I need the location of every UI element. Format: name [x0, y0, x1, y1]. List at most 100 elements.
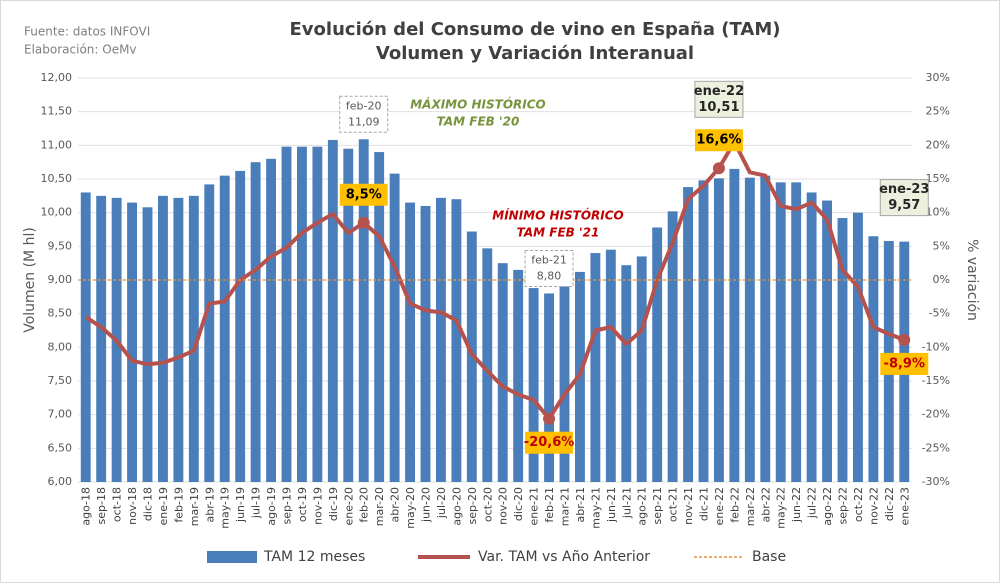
x-tick-label: sep-22	[837, 487, 850, 524]
x-tick-label: abr-22	[759, 487, 772, 523]
bar	[297, 146, 307, 482]
callout-month: ene-22	[694, 84, 744, 99]
y-tick-label: 7,50	[48, 374, 73, 387]
x-tick-label: nov-22	[867, 487, 880, 525]
x-tick-label: jul-20	[435, 487, 448, 519]
legend-label: TAM 12 meses	[263, 549, 365, 565]
bar	[590, 253, 601, 482]
line	[84, 140, 906, 421]
data-label: 8,5%	[346, 187, 382, 202]
y2-tick-label: 25%	[926, 105, 950, 118]
bar	[729, 168, 740, 482]
y2-tick-label: 0%	[933, 273, 950, 286]
bar	[744, 177, 755, 483]
source: Fuente: datos INFOVI	[24, 25, 150, 39]
bar	[482, 248, 493, 482]
data-label: 11,09	[348, 115, 380, 128]
x-tick-label: nov-20	[497, 487, 510, 525]
x-tick-label: sep-20	[466, 487, 479, 524]
x-tick-label: nov-18	[126, 487, 139, 525]
y-tick-label: 6,50	[48, 441, 73, 454]
x-tick-label: dic-20	[512, 487, 525, 521]
bar	[173, 197, 184, 482]
y2-tick-label: -20%	[922, 408, 950, 421]
bar	[497, 263, 508, 482]
bar	[204, 184, 215, 483]
data-label: 16,6%	[696, 133, 741, 148]
chart-title: Evolución del Consumo de vino en España …	[290, 19, 781, 40]
x-tick-label: ene-20	[342, 487, 355, 525]
y-tick-label: 9,50	[48, 239, 73, 252]
callout-box	[524, 249, 574, 287]
x-tick-label: nov-19	[311, 487, 324, 525]
y-tick-label: 9,00	[48, 273, 73, 286]
callout-box	[694, 80, 744, 118]
x-tick-label: ago-18	[80, 487, 93, 526]
bar	[544, 293, 554, 482]
bar	[158, 195, 168, 483]
y2-tick-label: -15%	[922, 374, 950, 387]
bar	[420, 205, 431, 482]
bar	[219, 175, 230, 482]
x-tick-label: mar-22	[744, 487, 757, 526]
label-box	[880, 352, 929, 375]
bar	[837, 218, 848, 482]
bar	[127, 202, 137, 483]
bar	[312, 146, 323, 482]
y2-axis-label: % variación	[964, 239, 980, 321]
y-axis-label: Volumen (M hl)	[22, 227, 38, 333]
bar	[775, 182, 786, 482]
bar	[791, 182, 802, 482]
y-tick-label: 8,00	[48, 340, 73, 353]
x-tick-label: ene-22	[713, 487, 726, 525]
annotation: TAM FEB '20	[437, 115, 520, 129]
bar	[327, 139, 338, 483]
y-tick-label: 8,50	[48, 307, 73, 320]
annotation: TAM FEB '21	[517, 226, 600, 240]
x-tick-label: oct-19	[296, 487, 309, 522]
y2-tick-label: 30%	[926, 71, 950, 84]
y-tick-label: 12,00	[41, 71, 73, 84]
x-tick-label: ago-21	[636, 487, 649, 526]
marker	[898, 333, 911, 346]
annotation: MÍNIMO HISTÓRICO	[492, 208, 623, 223]
y2-tick-label: 20%	[926, 138, 950, 151]
x-tick-label: mar-21	[559, 487, 572, 526]
bar	[868, 236, 879, 482]
x-tick-label: ago-20	[450, 487, 463, 526]
y2-tick-label: 10%	[926, 206, 950, 219]
marker	[357, 216, 370, 229]
y-tick-label: 10,00	[41, 206, 73, 219]
x-tick-label: dic-18	[142, 487, 155, 521]
bar	[652, 227, 663, 482]
x-tick-label: may-21	[589, 487, 602, 529]
bar	[667, 211, 678, 482]
x-tick-label: ago-19	[265, 487, 278, 526]
y2-tick-label: 5%	[933, 239, 950, 252]
bar	[822, 200, 832, 482]
marker	[712, 162, 725, 175]
x-tick-label: may-19	[219, 487, 232, 529]
x-tick-label: oct-21	[667, 487, 680, 522]
y-tick-label: 6,00	[48, 475, 73, 488]
y2-tick-label: -10%	[922, 340, 950, 353]
x-tick-label: abr-21	[574, 487, 587, 523]
bar	[605, 249, 616, 482]
marker	[543, 412, 556, 425]
label-box	[339, 183, 388, 206]
y-tick-label: 11,50	[41, 105, 73, 118]
bar	[142, 207, 153, 482]
x-tick-label: oct-20	[481, 487, 494, 522]
x-tick-label: oct-22	[852, 487, 865, 522]
bar	[528, 288, 539, 482]
bar	[235, 170, 246, 483]
bar	[636, 256, 647, 482]
label-box	[694, 129, 743, 152]
x-tick-label: sep-18	[95, 487, 108, 524]
bar	[436, 197, 446, 482]
x-tick-label: ago-22	[821, 487, 834, 526]
x-tick-label: jul-19	[250, 487, 263, 519]
callout-box	[879, 179, 929, 217]
bar	[405, 202, 415, 483]
